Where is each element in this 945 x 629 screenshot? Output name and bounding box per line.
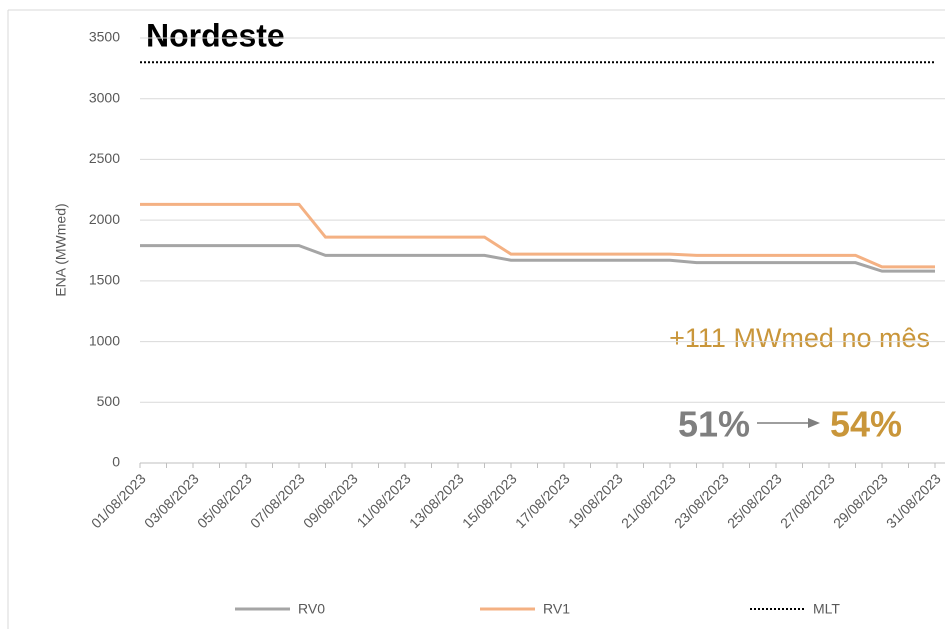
annotation: 54% xyxy=(830,404,902,445)
chart-title: Nordeste xyxy=(146,17,285,53)
arrow-head xyxy=(808,418,820,428)
y-tick-label: 3000 xyxy=(89,89,120,105)
y-tick-label: 2000 xyxy=(89,211,120,227)
annotation: 51% xyxy=(678,404,750,445)
annotation: +111 MWmed no mês xyxy=(669,323,930,353)
legend-label: MLT xyxy=(813,601,840,617)
y-tick-label: 1000 xyxy=(89,332,120,348)
y-tick-label: 0 xyxy=(112,454,120,470)
legend-label: RV1 xyxy=(543,601,570,617)
legend-label: RV0 xyxy=(298,601,325,617)
y-axis-label: ENA (MWmed) xyxy=(53,203,69,296)
series-line xyxy=(140,244,935,273)
y-tick-label: 2500 xyxy=(89,150,120,166)
series-line xyxy=(140,202,935,269)
y-tick-label: 3500 xyxy=(89,29,120,45)
y-tick-label: 1500 xyxy=(89,272,120,288)
y-tick-label: 500 xyxy=(97,393,121,409)
